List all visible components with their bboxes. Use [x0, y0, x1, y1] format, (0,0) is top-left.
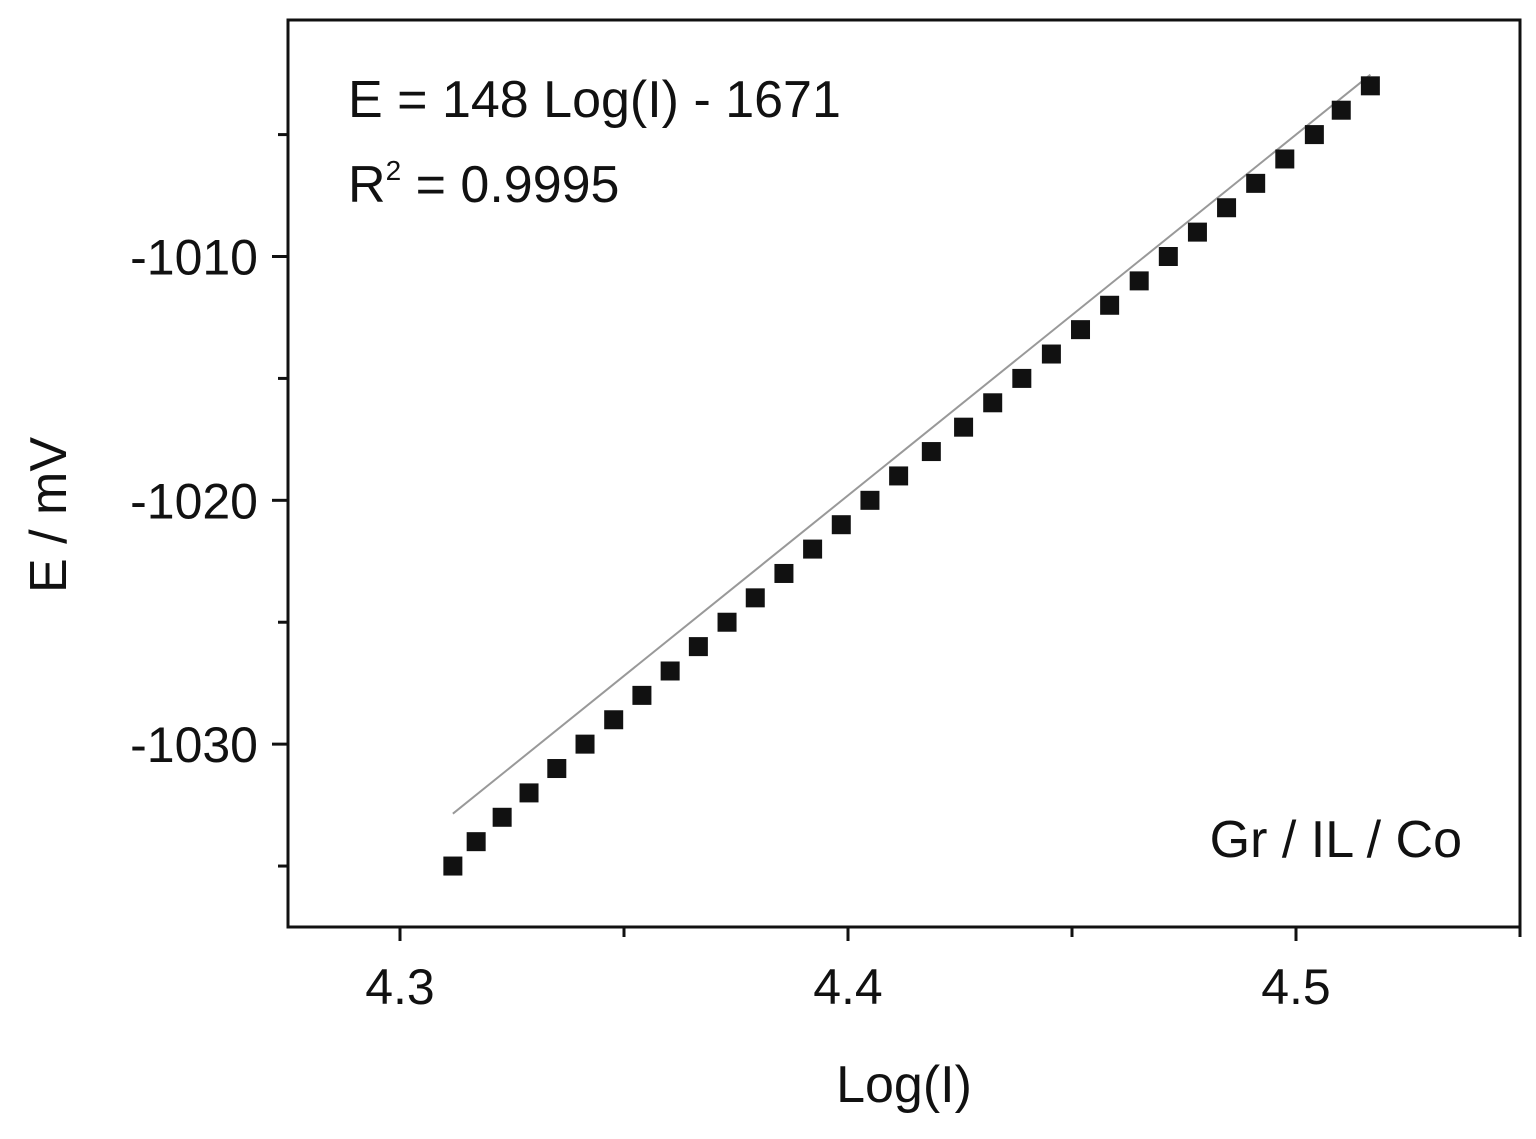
x-tick-label: 4.5 [1261, 959, 1331, 1015]
data-point [921, 442, 941, 462]
y-axis-ticks: -1010 -1020 -1030 [130, 133, 288, 868]
data-point [803, 539, 823, 559]
r-squared-prefix: R [348, 156, 386, 214]
data-point [1360, 76, 1380, 96]
data-point [860, 490, 880, 510]
data-point [1187, 222, 1207, 242]
data-point [1217, 198, 1237, 218]
data-point [547, 759, 567, 779]
data-point [1158, 247, 1178, 267]
y-tick-label: -1020 [130, 473, 258, 529]
data-point [632, 685, 652, 705]
data-point [1012, 368, 1032, 388]
r-squared-superscript: 2 [386, 155, 402, 186]
x-tick-label: 4.3 [365, 959, 435, 1015]
data-point [604, 710, 624, 730]
data-points-layer [443, 76, 1380, 876]
x-tick-label: 4.4 [813, 959, 883, 1015]
data-point [1304, 125, 1324, 145]
data-point [745, 588, 765, 608]
sample-label: Gr / IL / Co [1210, 811, 1462, 869]
data-point [831, 515, 851, 535]
equation-annotation: E = 148 Log(I) - 1671 [348, 71, 841, 129]
data-point [492, 807, 512, 827]
r-squared-annotation: R2 = 0.9995 [348, 155, 619, 214]
data-point [954, 417, 974, 437]
data-point [1129, 271, 1149, 291]
data-point [1275, 149, 1295, 169]
data-point [1071, 320, 1091, 340]
fit-line-layer [452, 73, 1371, 815]
data-point [1331, 100, 1351, 120]
x-axis-title: Log(I) [836, 1056, 972, 1114]
data-point [889, 466, 909, 486]
fit-line [452, 73, 1371, 815]
data-point [575, 734, 595, 754]
data-point [1041, 344, 1061, 364]
data-point [688, 637, 708, 657]
data-point [660, 661, 680, 681]
data-point [466, 832, 486, 852]
x-axis-ticks: 4.3 4.4 4.5 [365, 927, 1522, 1015]
data-point [443, 856, 463, 876]
y-tick-label: -1030 [130, 717, 258, 773]
data-point [717, 612, 737, 632]
data-point [1246, 173, 1266, 193]
y-axis-title: E / mV [20, 437, 78, 593]
data-point [983, 393, 1003, 413]
r-squared-value: = 0.9995 [401, 156, 619, 214]
plot-frame [286, 18, 1522, 929]
y-tick-label: -1010 [130, 230, 258, 286]
data-point [1100, 295, 1120, 315]
data-point [519, 783, 539, 803]
data-point [774, 563, 794, 583]
